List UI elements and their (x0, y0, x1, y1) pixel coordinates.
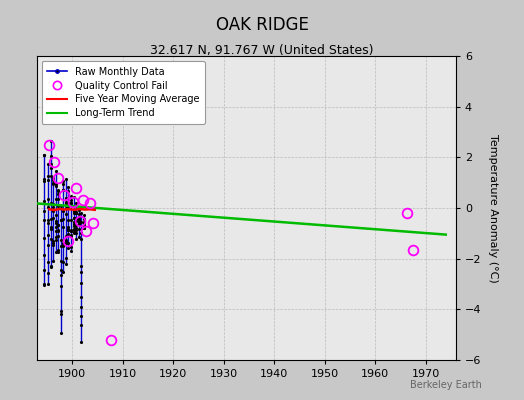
Text: Berkeley Earth: Berkeley Earth (410, 380, 482, 390)
Y-axis label: Temperature Anomaly (°C): Temperature Anomaly (°C) (488, 134, 498, 282)
Text: OAK RIDGE: OAK RIDGE (215, 16, 309, 34)
Legend: Raw Monthly Data, Quality Control Fail, Five Year Moving Average, Long-Term Tren: Raw Monthly Data, Quality Control Fail, … (41, 61, 205, 124)
Text: 32.617 N, 91.767 W (United States): 32.617 N, 91.767 W (United States) (150, 44, 374, 57)
